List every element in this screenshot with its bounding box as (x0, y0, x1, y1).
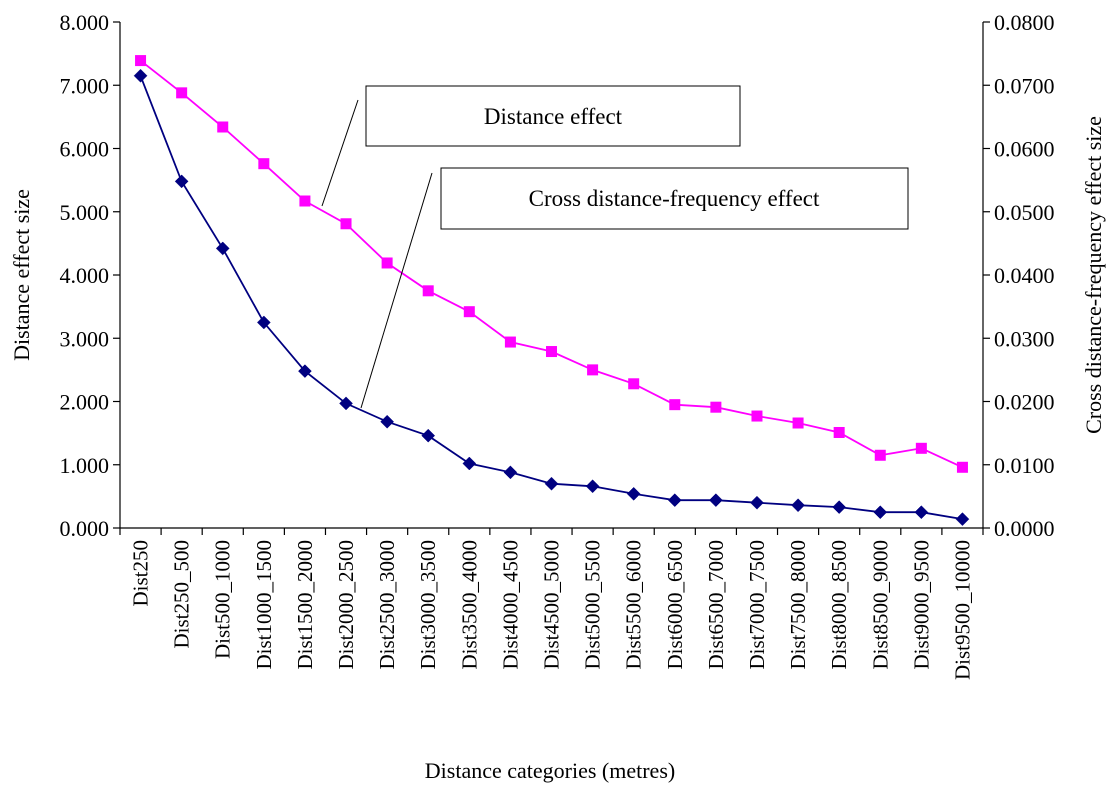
data-point (955, 512, 970, 526)
category-label: Dist9500_10000 (950, 540, 974, 680)
data-point (133, 68, 148, 83)
series-2 (135, 55, 968, 473)
category-label: Dist4500_5000 (540, 540, 564, 670)
data-point (956, 461, 968, 473)
right-tick-label: 0.0300 (994, 326, 1055, 351)
data-point (135, 55, 147, 67)
y2-axis-title: Cross distance-frequency effect size (1081, 116, 1106, 434)
category-label: Dist1000_1500 (252, 540, 276, 670)
data-point (258, 158, 270, 170)
data-point (462, 456, 477, 471)
category-label: Dist2500_3000 (375, 540, 399, 670)
data-point (914, 505, 929, 520)
category-label: Dist3000_3500 (416, 540, 440, 670)
data-point (544, 476, 559, 491)
left-tick-label: 1.000 (60, 453, 110, 478)
category-label: Dist7000_7500 (745, 540, 769, 670)
category-label: Dist250_500 (170, 540, 194, 649)
data-point (504, 336, 516, 348)
category-label: Dist7500_8000 (786, 540, 810, 670)
left-tick-label: 2.000 (60, 390, 110, 415)
data-point (873, 505, 888, 520)
category-label: Dist2000_2500 (334, 540, 358, 670)
data-point (667, 493, 682, 508)
data-point (380, 414, 394, 429)
right-tick-label: 0.0200 (994, 390, 1055, 415)
data-point (463, 306, 475, 318)
data-point (750, 495, 764, 510)
data-point (176, 87, 188, 99)
x-axis-title: Distance categories (metres) (425, 758, 675, 783)
category-labels: Dist250 Dist250_500 Dist500_1000 Dist1000_1… (129, 540, 975, 680)
category-label: Dist5000_5500 (581, 540, 605, 670)
right-tick-labels: 0.0000 0.0100 0.0200 0.0300 0.0400 0.0500 0.06… (994, 10, 1055, 541)
data-point (340, 218, 352, 230)
category-label: Dist5500_6000 (622, 540, 646, 670)
data-point (791, 498, 805, 513)
data-point (299, 195, 311, 207)
data-point (587, 364, 599, 376)
data-point (710, 401, 722, 413)
data-point (915, 442, 927, 454)
category-label: Dist250 (129, 540, 153, 607)
series (133, 55, 970, 526)
left-tick-label: 7.000 (60, 73, 110, 98)
category-label: Dist8000_8500 (827, 540, 851, 670)
data-point (339, 396, 353, 411)
data-point (381, 257, 393, 269)
data-point (585, 479, 600, 494)
data-point (256, 315, 271, 330)
callout-leader-distance (321, 99, 359, 207)
right-tick-label: 0.0600 (994, 137, 1055, 162)
data-point (792, 417, 804, 429)
callout-leader-cross (360, 172, 433, 409)
data-point (709, 493, 723, 508)
left-tick-label: 6.000 (60, 137, 110, 162)
data-point (421, 428, 436, 443)
left-tick-labels: 0.000 1.000 2.000 3.000 4.000 5.000 6.000 7.000… (60, 10, 110, 541)
right-tick-label: 0.0100 (994, 453, 1055, 478)
callouts: Distance effect Cross distance-frequency… (321, 85, 909, 409)
category-label: Dist9000_9500 (909, 540, 933, 670)
left-tick-label: 3.000 (60, 326, 110, 351)
data-point (298, 364, 312, 378)
data-point (751, 410, 763, 422)
right-tick-label: 0.0500 (994, 200, 1055, 225)
category-label: Dist1500_2000 (293, 540, 317, 670)
left-tick-label: 5.000 (60, 200, 110, 225)
data-point (832, 500, 847, 514)
right-tick-label: 0.0000 (994, 516, 1055, 541)
callout-box-distance (365, 85, 741, 147)
y-axis-title: Distance effect size (9, 189, 34, 361)
category-label: Dist500_1000 (211, 540, 235, 659)
data-point (833, 426, 845, 438)
category-label: Dist6500_7000 (704, 540, 728, 670)
callout-box-cross (440, 167, 909, 230)
data-point (503, 465, 518, 480)
right-tick-label: 0.0400 (994, 263, 1055, 288)
data-point (215, 241, 230, 256)
right-tick-label: 0.0700 (994, 73, 1055, 98)
data-point (422, 285, 434, 297)
left-tick-label: 4.000 (60, 263, 110, 288)
left-tick-label: 8.000 (60, 10, 110, 35)
data-point (669, 399, 681, 411)
callout-label-cross: Cross distance-frequency effect (529, 186, 820, 211)
right-tick-label: 0.0800 (994, 10, 1055, 35)
data-point (174, 174, 189, 189)
data-point (874, 449, 886, 461)
data-point (546, 346, 557, 358)
data-point (626, 486, 641, 501)
category-label: Dist8500_9000 (868, 540, 892, 670)
series-1 (133, 68, 970, 526)
callout-label-distance: Distance effect (484, 104, 623, 129)
data-point (628, 378, 640, 390)
data-point (217, 121, 229, 133)
category-label: Dist3500_4000 (457, 540, 481, 670)
category-label: Dist4000_4500 (498, 540, 522, 670)
left-tick-label: 0.000 (60, 516, 110, 541)
tick-marks (113, 21, 990, 535)
category-label: Dist6000_6500 (663, 540, 687, 670)
